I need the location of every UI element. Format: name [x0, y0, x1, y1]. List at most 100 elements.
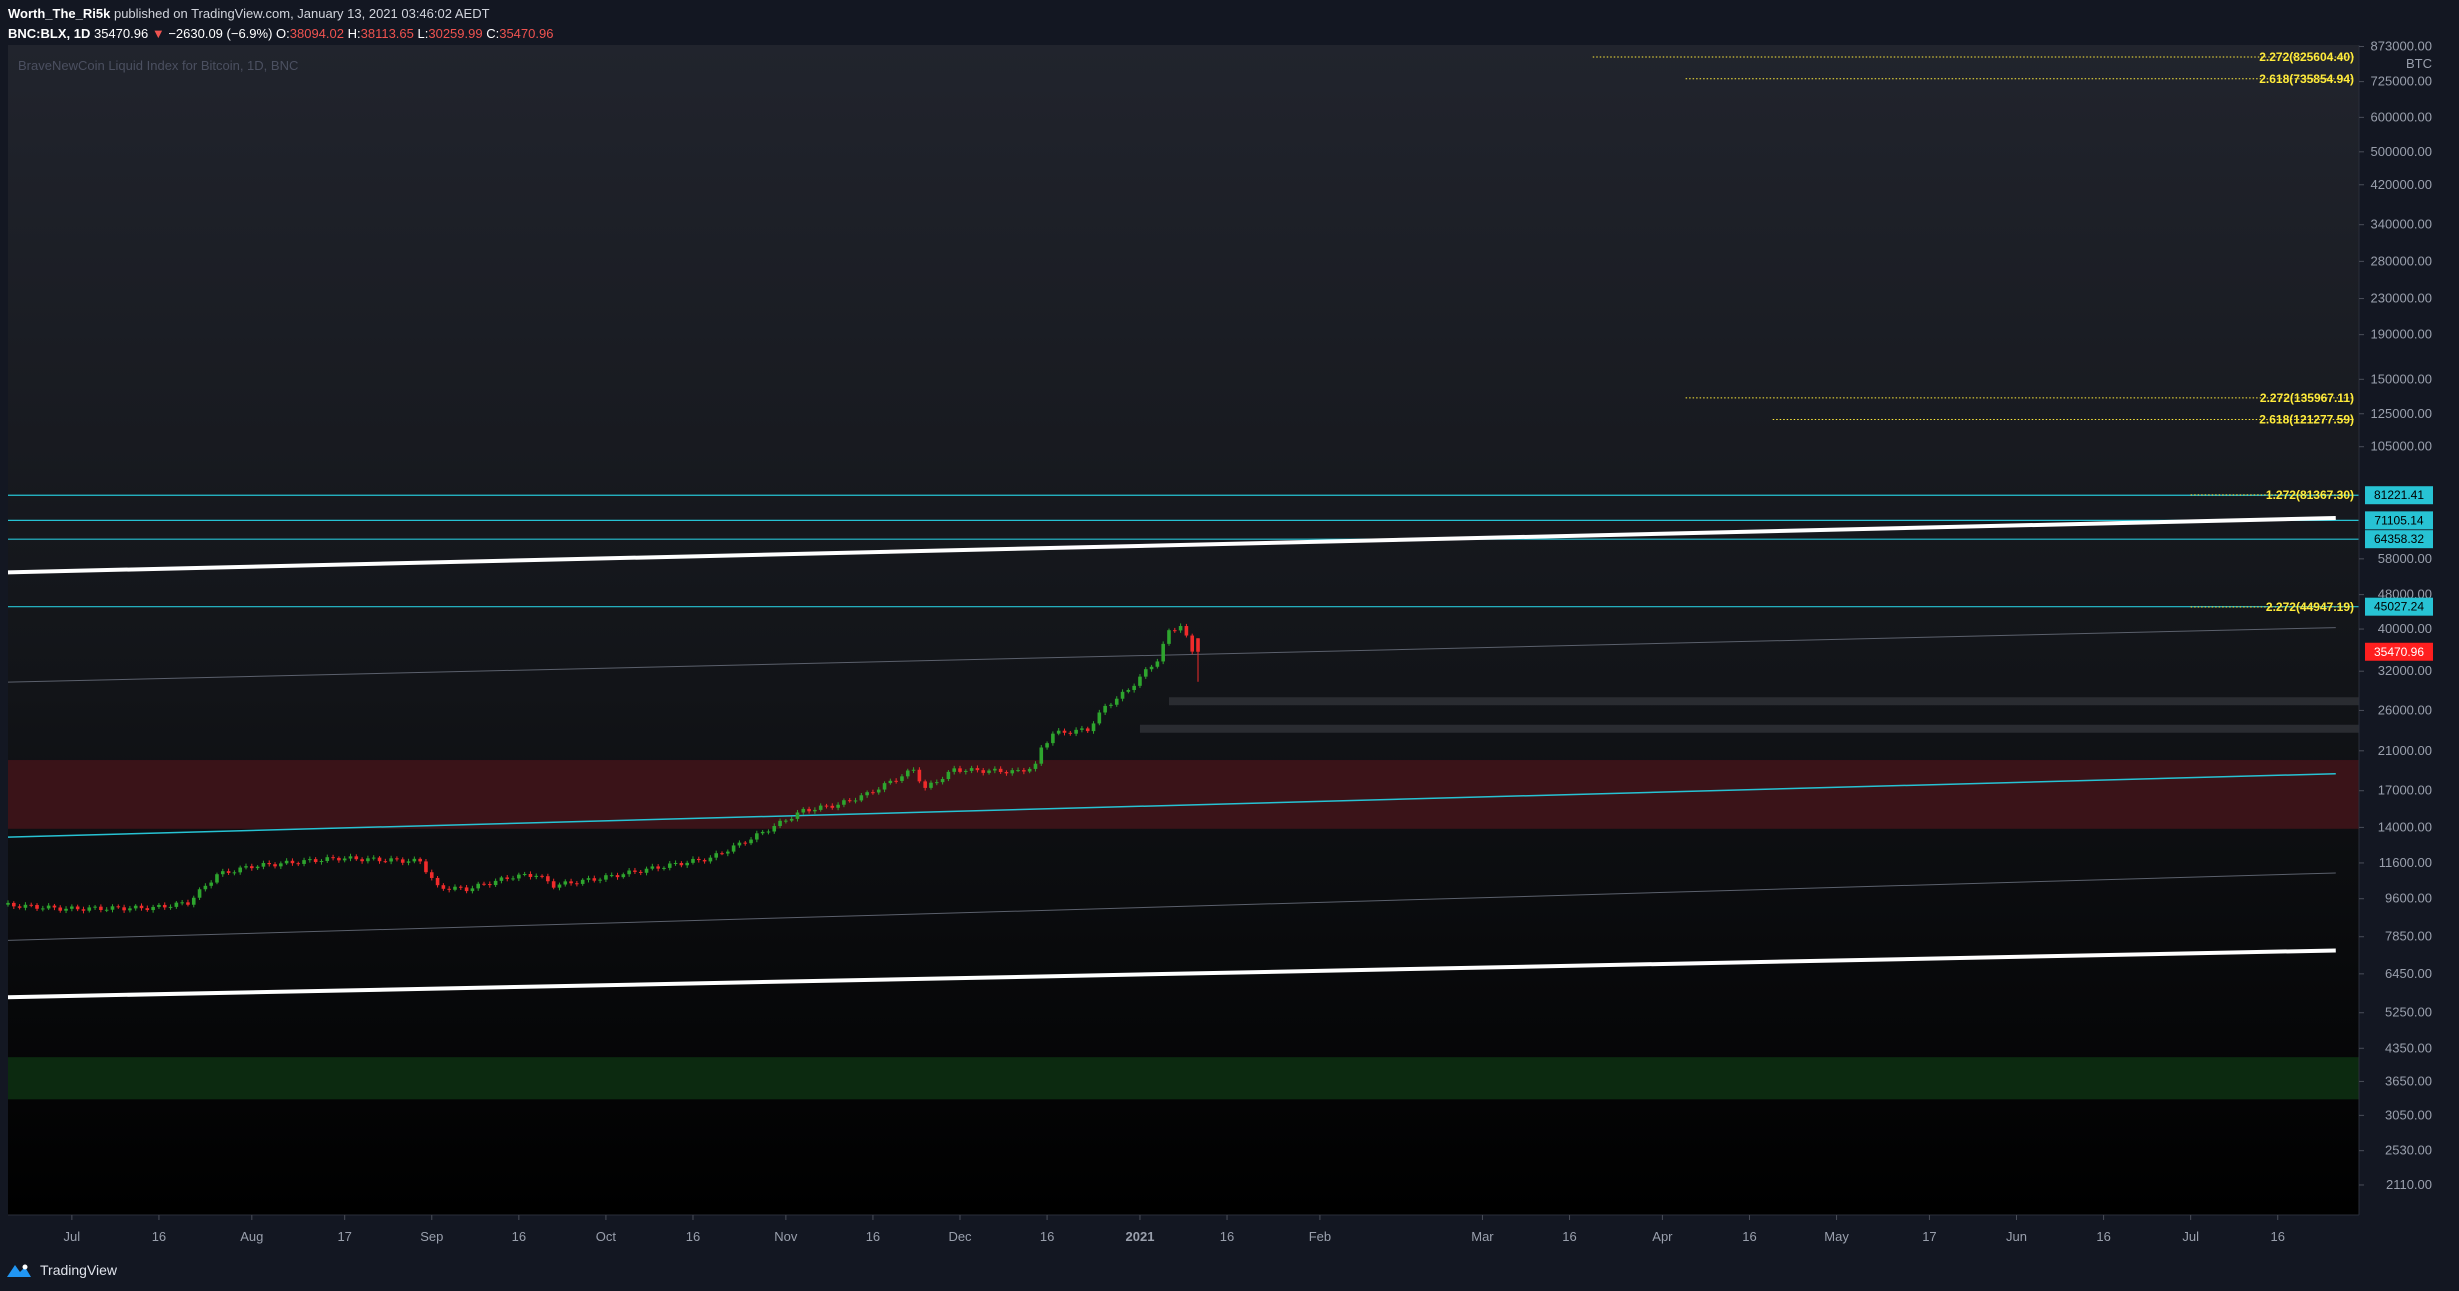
chart-pane[interactable]	[8, 45, 2359, 1215]
time-tick-label: Dec	[948, 1229, 972, 1244]
fib-level-label: 2.618(121277.59)	[2259, 412, 2354, 426]
candle-body	[702, 860, 707, 862]
candle-body	[453, 886, 457, 890]
candle-body	[1196, 638, 1200, 652]
candle-body	[1167, 630, 1171, 644]
candle-body	[946, 771, 951, 780]
low-label: L:	[417, 26, 429, 41]
candle-body	[662, 867, 666, 869]
candle-body	[818, 805, 823, 810]
candle-body	[511, 878, 515, 880]
open-value: 38094.02	[289, 26, 344, 41]
published-text: published on TradingView.com, January 13…	[113, 6, 490, 21]
candle-body	[505, 877, 510, 879]
price-tick-label: 14000.00	[2378, 819, 2432, 834]
candle-body	[93, 906, 97, 908]
down-arrow-icon: ▼	[151, 26, 165, 41]
candle-body	[615, 875, 620, 878]
price-change: −2630.09 (−6.9%)	[168, 26, 273, 41]
candle-body	[1045, 743, 1049, 748]
candle-body	[1016, 770, 1020, 772]
candle-body	[778, 820, 782, 826]
candle-body	[302, 860, 306, 864]
candle-body	[197, 889, 202, 898]
candle-body	[621, 874, 626, 878]
candle-body	[633, 870, 637, 872]
author-name[interactable]: Worth_The_Ri5k	[8, 6, 111, 21]
price-tick-label: 190000.00	[2371, 327, 2432, 342]
last-price: 35470.96	[93, 26, 149, 41]
candle-body	[766, 831, 771, 833]
candle-body	[969, 768, 974, 771]
open-label: O:	[276, 26, 290, 41]
candle-body	[546, 876, 550, 882]
price-tag-label: 81221.41	[2374, 488, 2424, 502]
candle-body	[609, 875, 614, 877]
candle-body	[1103, 705, 1107, 713]
price-tag-label: 45027.24	[2374, 600, 2424, 614]
tradingview-logo-icon[interactable]	[6, 1261, 32, 1279]
candle-body	[296, 863, 301, 865]
candle-body	[824, 805, 829, 807]
candle-body	[354, 856, 359, 860]
gray-upper-channel	[7, 627, 2336, 683]
publish-info: Worth_The_Ri5k published on TradingView.…	[8, 4, 553, 24]
symbol-name[interactable]: BNC:BLX, 1D	[8, 26, 91, 41]
price-tag-label: 35470.96	[2374, 645, 2424, 659]
candle-body	[1074, 729, 1078, 734]
candle-body	[488, 884, 492, 886]
candle-body	[1056, 730, 1061, 734]
candle-body	[1004, 772, 1009, 774]
candle-body	[923, 781, 927, 788]
candle-body	[865, 792, 869, 796]
time-tick-label: 16	[2096, 1229, 2110, 1244]
candle-body	[789, 818, 794, 821]
candle-body	[598, 879, 602, 881]
cyan-channel-line	[7, 772, 2336, 838]
candle-body	[250, 866, 254, 869]
candle-body	[1126, 690, 1131, 692]
candle-body	[813, 809, 817, 812]
candle-body	[464, 887, 469, 892]
candle-body	[998, 768, 1003, 773]
price-tick-label: 21000.00	[2378, 743, 2432, 758]
candle-body	[981, 770, 986, 773]
candle-body	[1010, 770, 1015, 774]
candle-body	[418, 858, 422, 862]
candle-body	[760, 831, 765, 834]
candle-body	[273, 864, 277, 867]
candle-body	[116, 906, 121, 908]
candle-body	[168, 906, 173, 908]
price-tag	[2365, 511, 2433, 530]
candle-body	[958, 768, 962, 772]
gray-lower-channel	[7, 872, 2336, 941]
candle-body	[87, 907, 92, 911]
candle-body	[424, 861, 428, 873]
candle-body	[17, 906, 22, 908]
candle-body	[400, 859, 405, 863]
candle-body	[1190, 635, 1195, 652]
candle-body	[836, 804, 840, 808]
fib-level-label: 2.272(825604.40)	[2259, 50, 2354, 64]
price-tick-label: 340000.00	[2371, 217, 2432, 232]
time-tick-label: Jul	[2182, 1229, 2199, 1244]
candle-body	[888, 780, 893, 784]
candle-body	[122, 907, 126, 911]
candle-body	[540, 875, 544, 877]
candle-body	[110, 906, 115, 910]
candle-body	[447, 888, 451, 890]
high-value: 38113.65	[360, 26, 414, 41]
time-tick-label: 2021	[1126, 1229, 1155, 1244]
candle-body	[6, 902, 10, 905]
candle-body	[859, 795, 864, 801]
candle-body	[209, 882, 213, 886]
candle-body	[174, 902, 179, 907]
candle-body	[638, 871, 643, 873]
candle-body	[191, 897, 196, 905]
candle-body	[580, 879, 585, 884]
footer-brand[interactable]: TradingView	[40, 1262, 118, 1278]
close-label: C:	[486, 26, 500, 41]
time-tick-label: Oct	[596, 1229, 617, 1244]
candle-body	[29, 904, 34, 906]
